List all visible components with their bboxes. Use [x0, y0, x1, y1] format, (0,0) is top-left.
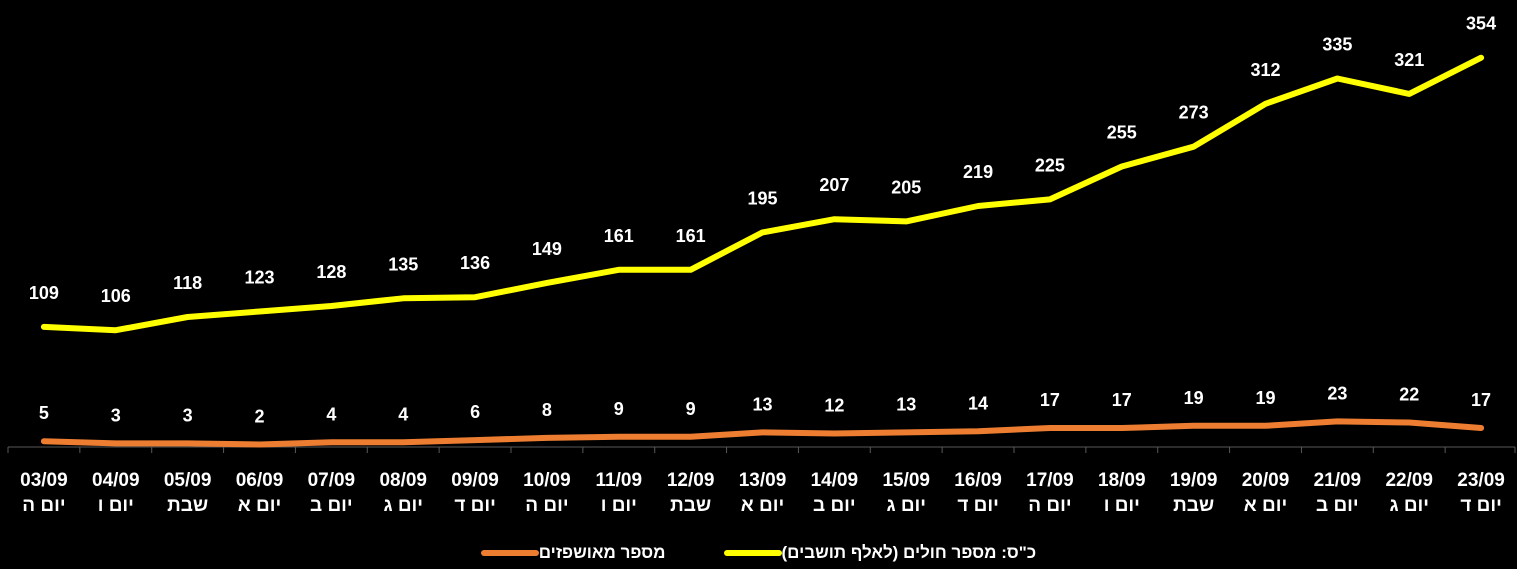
data-label-hospitalized: 8: [542, 400, 552, 420]
x-tick-label-weekday: יום א: [1244, 495, 1287, 516]
data-label-patients: 106: [101, 286, 131, 306]
data-label-hospitalized: 13: [752, 394, 772, 414]
x-tick-label-date: 20/09: [1242, 470, 1290, 491]
x-tick-label-weekday: יום א: [741, 495, 784, 516]
legend-label-patients: כ"ס: מספר חולים (לאלף תושבים): [781, 543, 1037, 562]
data-label-hospitalized: 17: [1471, 390, 1491, 410]
data-label-hospitalized: 23: [1327, 383, 1347, 403]
series-line-patients: [40, 54, 1485, 334]
x-tick-label-weekday: יום ד: [957, 495, 999, 516]
x-tick-label-date: 13/09: [739, 470, 787, 491]
x-tick-label-weekday: יום ו: [1104, 495, 1140, 516]
x-tick-label-date: 21/09: [1314, 470, 1362, 491]
data-label-hospitalized: 3: [183, 405, 193, 425]
x-tick-label-weekday: שבת: [167, 495, 208, 516]
data-label-hospitalized: 12: [824, 396, 844, 416]
data-label-patients: 312: [1250, 60, 1280, 80]
data-label-patients: 109: [29, 283, 59, 303]
data-label-patients: 136: [460, 253, 490, 273]
x-tick-label-weekday: שבת: [670, 495, 711, 516]
data-label-patients: 273: [1179, 103, 1209, 123]
legend-swatch-patients: [723, 550, 782, 556]
data-label-patients: 161: [676, 226, 706, 246]
x-tick-label-weekday: יום ג: [886, 495, 926, 516]
x-tick-label-date: 06/09: [236, 470, 284, 491]
x-tick-label-date: 22/09: [1385, 470, 1433, 491]
data-label-hospitalized: 19: [1184, 388, 1204, 408]
x-tick-label-weekday: יום ו: [601, 495, 637, 516]
data-label-patients: 149: [532, 239, 562, 259]
data-label-patients: 219: [963, 162, 993, 182]
x-tick-label-weekday: יום ד: [454, 495, 496, 516]
x-tick-label-weekday: יום ב: [1316, 495, 1359, 516]
data-label-hospitalized: 5: [39, 403, 49, 423]
legend-item-patients: כ"ס: מספר חולים (לאלף תושבים): [723, 543, 1037, 563]
data-label-hospitalized: 14: [968, 393, 988, 413]
data-label-patients: 354: [1466, 14, 1496, 34]
data-label-hospitalized: 4: [326, 404, 336, 424]
legend-label-hospitalized: מספר מאושפזים: [538, 543, 666, 562]
data-label-hospitalized: 6: [470, 402, 480, 422]
data-label-patients: 118: [173, 273, 202, 293]
x-tick-label-date: 15/09: [882, 470, 930, 491]
data-label-patients: 135: [388, 254, 418, 274]
data-label-patients: 321: [1394, 50, 1424, 70]
x-tick-label-date: 03/09: [20, 470, 68, 491]
x-tick-label-date: 08/09: [379, 470, 427, 491]
x-tick-label-weekday: יום ה: [1028, 495, 1071, 516]
data-label-patients: 161: [604, 226, 634, 246]
legend: מספר מאושפזים כ"ס: מספר חולים (לאלף תושב…: [0, 540, 1517, 566]
x-tick-label-weekday: יום ד: [1460, 495, 1502, 516]
x-tick-label-date: 09/09: [451, 470, 499, 491]
x-tick-label-weekday: יום א: [238, 495, 281, 516]
data-label-hospitalized: 4: [398, 404, 408, 424]
x-tick-label-weekday: יום ב: [310, 495, 353, 516]
x-tick-label-date: 05/09: [164, 470, 212, 491]
legend-swatch-hospitalized: [480, 550, 539, 556]
data-label-hospitalized: 9: [614, 399, 624, 419]
data-label-hospitalized: 17: [1040, 390, 1060, 410]
x-tick-label-date: 12/09: [667, 470, 715, 491]
data-label-hospitalized: 22: [1399, 385, 1419, 405]
data-label-patients: 225: [1035, 155, 1065, 175]
x-tick-label-date: 14/09: [811, 470, 859, 491]
x-tick-label-date: 10/09: [523, 470, 571, 491]
x-tick-label-weekday: יום ג: [383, 495, 423, 516]
x-tick-label-date: 18/09: [1098, 470, 1146, 491]
x-tick-label-weekday: יום ו: [98, 495, 134, 516]
data-label-hospitalized: 13: [896, 394, 916, 414]
x-tick-label-weekday: שבת: [1173, 495, 1214, 516]
data-label-hospitalized: 2: [254, 407, 264, 427]
data-label-hospitalized: 17: [1112, 390, 1132, 410]
data-label-hospitalized: 3: [111, 405, 121, 425]
data-label-patients: 123: [244, 268, 274, 288]
series-line-hospitalized: [40, 418, 1485, 448]
data-label-hospitalized: 9: [686, 399, 696, 419]
x-tick-label-weekday: יום ה: [22, 495, 65, 516]
data-label-patients: 255: [1107, 122, 1137, 142]
data-label-patients: 195: [747, 188, 777, 208]
x-tick-label-date: 19/09: [1170, 470, 1218, 491]
x-tick-label-date: 17/09: [1026, 470, 1074, 491]
data-label-patients: 205: [891, 177, 921, 197]
x-tick-label-weekday: יום ה: [525, 495, 568, 516]
data-label-hospitalized: 19: [1255, 388, 1275, 408]
x-tick-label-weekday: יום ג: [1389, 495, 1429, 516]
x-tick-label-date: 04/09: [92, 470, 140, 491]
data-label-patients: 128: [316, 262, 346, 282]
x-tick-label-date: 23/09: [1457, 470, 1505, 491]
x-tick-label-date: 11/09: [596, 470, 643, 491]
x-tick-label-date: 07/09: [308, 470, 356, 491]
data-label-patients: 335: [1322, 35, 1352, 55]
legend-item-hospitalized: מספר מאושפזים: [480, 543, 666, 563]
x-tick-label-date: 16/09: [954, 470, 1002, 491]
data-label-patients: 207: [819, 175, 849, 195]
x-tick-label-weekday: יום ב: [813, 495, 856, 516]
